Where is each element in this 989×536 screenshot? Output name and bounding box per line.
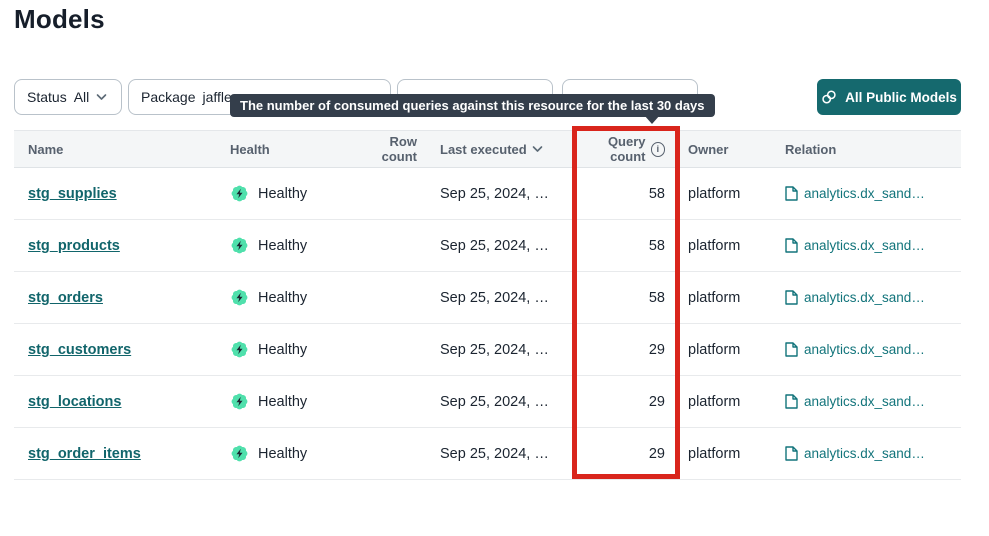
owner-cell: platform: [688, 185, 741, 202]
file-icon: [785, 290, 798, 305]
status-filter-value: All: [73, 89, 90, 105]
query-count-cell: 58: [648, 289, 665, 306]
table-row: stg_supplies Healthy Sep 25, 2024, … 58 …: [14, 168, 961, 220]
info-icon[interactable]: i: [650, 141, 665, 157]
col-header-health: Health: [230, 141, 270, 157]
col-header-owner: Owner: [688, 141, 729, 157]
link-icon: [822, 90, 836, 104]
table-row: stg_order_items Healthy Sep 25, 2024, … …: [14, 428, 961, 480]
last-executed-cell: Sep 25, 2024, …: [440, 289, 549, 306]
health-label: Healthy: [258, 393, 308, 410]
table-row: stg_orders Healthy Sep 25, 2024, … 58 pl…: [14, 272, 961, 324]
status-filter-dropdown[interactable]: Status All: [14, 79, 122, 115]
file-icon: [785, 342, 798, 357]
col-header-row-count: Row count: [381, 134, 417, 164]
tooltip-arrow: [644, 115, 660, 124]
query-count-cell: 29: [648, 445, 665, 462]
health-badge-icon: [231, 341, 248, 358]
relation-link[interactable]: analytics.dx_sand…: [804, 394, 925, 409]
relation-link[interactable]: analytics.dx_sand…: [804, 342, 925, 357]
health-label: Healthy: [258, 341, 308, 358]
last-executed-cell: Sep 25, 2024, …: [440, 341, 549, 358]
file-icon: [785, 446, 798, 461]
model-name-link[interactable]: stg_customers: [28, 341, 132, 358]
table-row: stg_customers Healthy Sep 25, 2024, … 29…: [14, 324, 961, 376]
file-icon: [785, 238, 798, 253]
query-count-cell: 58: [648, 237, 665, 254]
owner-cell: platform: [688, 393, 741, 410]
health-label: Healthy: [258, 289, 308, 306]
model-name-link[interactable]: stg_supplies: [28, 185, 117, 202]
model-name-link[interactable]: stg_orders: [28, 289, 103, 306]
all-public-models-button[interactable]: All Public Models: [817, 79, 961, 115]
file-icon: [785, 394, 798, 409]
col-header-last-executed[interactable]: Last executed: [440, 142, 572, 157]
owner-cell: platform: [688, 445, 741, 462]
table-row: stg_products Healthy Sep 25, 2024, … 58 …: [14, 220, 961, 272]
owner-cell: platform: [688, 237, 741, 254]
query-count-cell: 29: [648, 341, 665, 358]
health-badge-icon: [231, 445, 248, 462]
table-header-row: Name Health Row count Last executed Quer…: [14, 130, 961, 168]
query-count-cell: 58: [648, 185, 665, 202]
health-cell: Healthy: [230, 392, 360, 411]
file-icon: [785, 186, 798, 201]
health-cell: Healthy: [230, 288, 360, 307]
health-cell: Healthy: [230, 184, 360, 203]
col-header-relation: Relation: [785, 141, 837, 157]
status-filter-label: Status: [27, 89, 67, 105]
last-executed-cell: Sep 25, 2024, …: [440, 185, 549, 202]
col-header-query-count: Query count i: [572, 134, 680, 164]
chevron-down-icon: [96, 94, 107, 100]
table-row: stg_locations Healthy Sep 25, 2024, … 29…: [14, 376, 961, 428]
health-badge-icon: [231, 185, 248, 202]
health-badge-icon: [231, 289, 248, 306]
owner-cell: platform: [688, 341, 741, 358]
health-cell: Healthy: [230, 444, 360, 463]
all-public-models-label: All Public Models: [845, 89, 957, 105]
relation-link[interactable]: analytics.dx_sand…: [804, 186, 925, 201]
owner-cell: platform: [688, 289, 741, 306]
relation-link[interactable]: analytics.dx_sand…: [804, 446, 925, 461]
col-header-name: Name: [28, 141, 64, 157]
health-label: Healthy: [258, 445, 308, 462]
page-title: Models: [14, 4, 105, 34]
health-cell: Healthy: [230, 236, 360, 255]
query-count-cell: 29: [648, 393, 665, 410]
last-executed-cell: Sep 25, 2024, …: [440, 393, 549, 410]
model-name-link[interactable]: stg_locations: [28, 393, 122, 410]
health-cell: Healthy: [230, 340, 360, 359]
last-executed-cell: Sep 25, 2024, …: [440, 237, 549, 254]
relation-link[interactable]: analytics.dx_sand…: [804, 238, 925, 253]
query-count-tooltip: The number of consumed queries against t…: [230, 94, 715, 117]
last-executed-cell: Sep 25, 2024, …: [440, 445, 549, 462]
health-badge-icon: [231, 393, 248, 410]
package-filter-label: Package: [141, 89, 196, 105]
models-table: Name Health Row count Last executed Quer…: [14, 130, 961, 480]
health-badge-icon: [231, 237, 248, 254]
relation-link[interactable]: analytics.dx_sand…: [804, 290, 925, 305]
sort-chevron-down-icon: [532, 146, 543, 152]
health-label: Healthy: [258, 237, 308, 254]
model-name-link[interactable]: stg_order_items: [28, 445, 141, 462]
model-name-link[interactable]: stg_products: [28, 237, 120, 254]
health-label: Healthy: [258, 185, 308, 202]
